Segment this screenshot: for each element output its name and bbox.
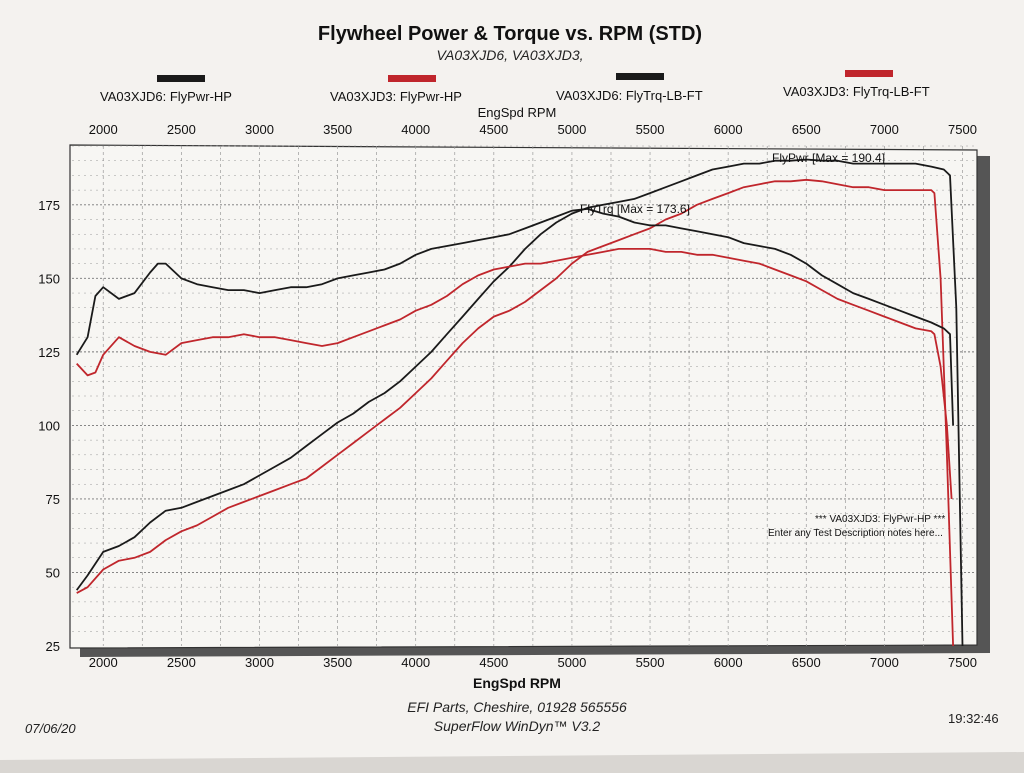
- y-tick-label: 150: [38, 271, 60, 286]
- x-tick-label-top: 4000: [401, 122, 430, 137]
- x-tick-label-bottom: 3000: [245, 655, 274, 670]
- tick-labels: 2000 2000 2500 2500 3000 3000 3500 3500 4000 4000…: [38, 122, 977, 670]
- x-tick-label-bottom: 7500: [948, 655, 977, 670]
- chart-title: Flywheel Power & Torque vs. RPM (STD): [318, 23, 702, 45]
- legend-swatch-2: [388, 75, 436, 82]
- x-tick-label-top: 4500: [479, 122, 508, 137]
- series-lines: [75, 158, 964, 647]
- top-x-axis-title: EngSpd RPM: [478, 105, 557, 120]
- x-tick-label-bottom: 3500: [323, 655, 352, 670]
- series-line-4: [76, 247, 953, 499]
- x-tick-label-bottom: 4000: [401, 655, 430, 670]
- x-tick-label-bottom: 6000: [714, 655, 743, 670]
- legend-label-2: VA03XJD3: FlyPwr-HP: [330, 89, 462, 104]
- footer-software: SuperFlow WinDyn™ V3.2: [434, 718, 601, 734]
- x-tick-label-bottom: 5500: [636, 655, 665, 670]
- y-tick-label: 50: [46, 565, 60, 580]
- y-tick-label: 100: [38, 418, 60, 433]
- bottom-x-axis-title: EngSpd RPM: [473, 675, 561, 691]
- legend-label-3: VA03XJD6: FlyTrq-LB-FT: [556, 88, 703, 103]
- legend-label-1: VA03XJD6: FlyPwr-HP: [100, 89, 232, 104]
- x-tick-label-top: 3500: [323, 122, 352, 137]
- x-tick-label-top: 2000: [89, 122, 118, 137]
- notes-line-1: *** VA03XJD3: FlyPwr-HP ***: [815, 514, 945, 525]
- x-tick-label-top: 6500: [792, 122, 821, 137]
- x-tick-label-bottom: 4500: [479, 655, 508, 670]
- y-tick-label: 25: [46, 639, 60, 654]
- x-tick-label-bottom: 6500: [792, 655, 821, 670]
- power-max-annotation: FlyPwr [Max = 190.4]: [772, 151, 885, 165]
- footer-company: EFI Parts, Cheshire, 01928 565556: [407, 699, 627, 715]
- x-tick-label-top: 3000: [245, 122, 274, 137]
- y-tick-label: 175: [38, 198, 60, 213]
- x-tick-label-top: 5000: [557, 122, 586, 137]
- series-line-1: [75, 158, 964, 647]
- x-tick-label-top: 7000: [870, 122, 899, 137]
- chart-subtitle: VA03XJD6, VA03XJD3,: [436, 47, 583, 63]
- legend-swatch-3: [616, 73, 664, 80]
- notes-line-2: Enter any Test Description notes here...: [768, 528, 943, 539]
- series-line-3: [75, 207, 954, 426]
- legend-swatch-4: [845, 70, 893, 77]
- y-tick-label: 125: [38, 345, 60, 360]
- legend-swatch-1: [157, 75, 205, 82]
- series-line-2: [76, 178, 954, 647]
- plot-area: [69, 144, 978, 649]
- footer-date: 07/06/20: [25, 721, 76, 736]
- x-tick-label-bottom: 2000: [89, 655, 118, 670]
- x-tick-label-bottom: 5000: [557, 655, 586, 670]
- y-tick-label: 75: [46, 492, 60, 507]
- legend-label-4: VA03XJD3: FlyTrq-LB-FT: [783, 84, 930, 99]
- x-tick-label-bottom: 7000: [870, 655, 899, 670]
- x-tick-label-top: 2500: [167, 122, 196, 137]
- torque-max-annotation: FlyTrq [Max = 173.6]: [580, 202, 690, 216]
- x-tick-label-top: 7500: [948, 122, 977, 137]
- grid: [72, 145, 975, 646]
- footer-time: 19:32:46: [948, 711, 999, 726]
- x-tick-label-bottom: 2500: [167, 655, 196, 670]
- x-tick-label-top: 6000: [714, 122, 743, 137]
- x-tick-label-top: 5500: [636, 122, 665, 137]
- legend: VA03XJD6: FlyPwr-HP VA03XJD3: FlyPwr-HP …: [100, 70, 930, 104]
